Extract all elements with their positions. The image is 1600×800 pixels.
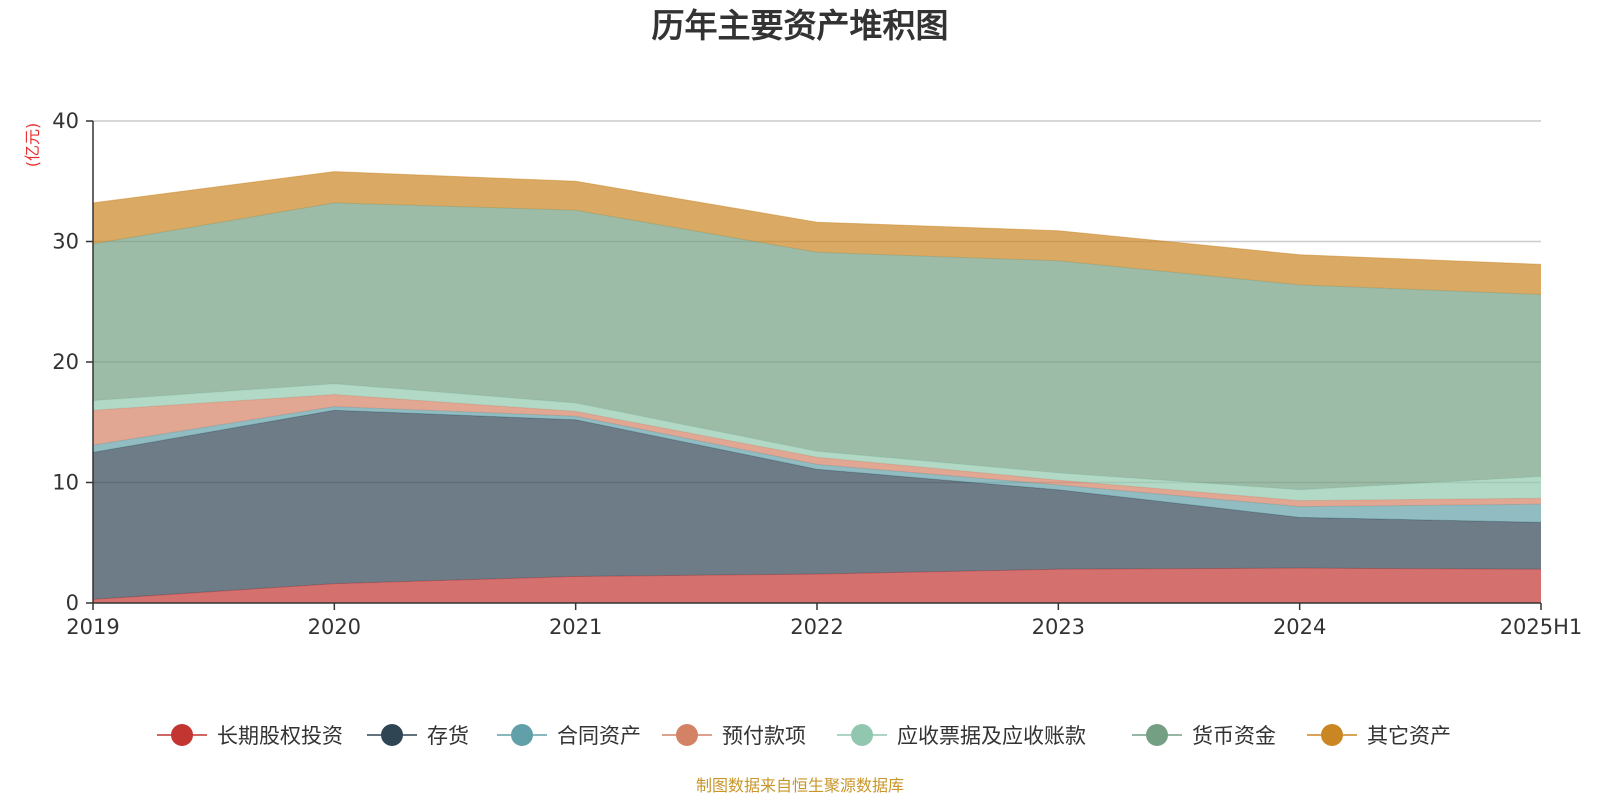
y-axis-unit-label: (亿元) — [23, 123, 42, 168]
legend-marker — [676, 724, 698, 746]
x-tick-label-2019: 2019 — [66, 615, 119, 639]
source-note: 制图数据来自恒生聚源数据库 — [696, 776, 904, 795]
legend-item-7[interactable]: 其它资产 — [1307, 724, 1451, 748]
area-4 — [93, 394, 1541, 507]
y-tick-label-20: 20 — [52, 350, 79, 374]
legend-label: 合同资产 — [557, 724, 641, 748]
legend-item-1[interactable]: 长期股权投资 — [157, 724, 343, 748]
legend-marker — [171, 724, 193, 746]
legend-item-6[interactable]: 货币资金 — [1132, 724, 1276, 748]
area-5 — [93, 383, 1541, 501]
area-6 — [93, 202, 1541, 490]
area-1 — [93, 568, 1541, 603]
area-2 — [93, 410, 1541, 600]
legend-label: 应收票据及应收账款 — [897, 724, 1086, 748]
x-tick-label-2023: 2023 — [1032, 615, 1085, 639]
legend-marker — [381, 724, 403, 746]
axes: 0 10 20 30 40 2019 2020 2021 2022 2023 2024 2025H1 — [52, 109, 1582, 639]
legend-label: 其它资产 — [1367, 724, 1451, 748]
legend-label: 预付款项 — [722, 724, 806, 748]
x-tick-label-2020: 2020 — [308, 615, 361, 639]
area-line-7 — [92, 171, 1542, 265]
x-tick-label-2025H1: 2025H1 — [1500, 615, 1583, 639]
area-series — [92, 171, 1542, 603]
legend-label: 长期股权投资 — [217, 724, 343, 748]
legend-marker — [851, 724, 873, 746]
y-tick-label-0: 0 — [66, 591, 79, 615]
x-tick-label-2021: 2021 — [549, 615, 602, 639]
y-tick-label-30: 30 — [52, 230, 79, 254]
legend-item-2[interactable]: 存货 — [367, 724, 469, 748]
chart-title: 历年主要资产堆积图 — [652, 6, 949, 45]
legend-marker — [511, 724, 533, 746]
legend-marker — [1321, 724, 1343, 746]
legend-label: 货币资金 — [1192, 724, 1276, 748]
area-7 — [93, 171, 1541, 295]
legend-item-3[interactable]: 合同资产 — [497, 724, 641, 748]
legend-item-4[interactable]: 预付款项 — [662, 724, 806, 748]
legend[interactable]: 长期股权投资 存货 合同资产 预付款项 应收票据及应收账款 货币资金 其它资产 — [157, 724, 1451, 748]
legend-label: 存货 — [427, 724, 469, 748]
x-tick-label-2024: 2024 — [1273, 615, 1326, 639]
y-tick-label-40: 40 — [52, 109, 79, 133]
legend-marker — [1146, 724, 1168, 746]
y-tick-label-10: 10 — [52, 471, 79, 495]
x-tick-label-2022: 2022 — [790, 615, 843, 639]
legend-item-5[interactable]: 应收票据及应收账款 — [837, 724, 1086, 748]
